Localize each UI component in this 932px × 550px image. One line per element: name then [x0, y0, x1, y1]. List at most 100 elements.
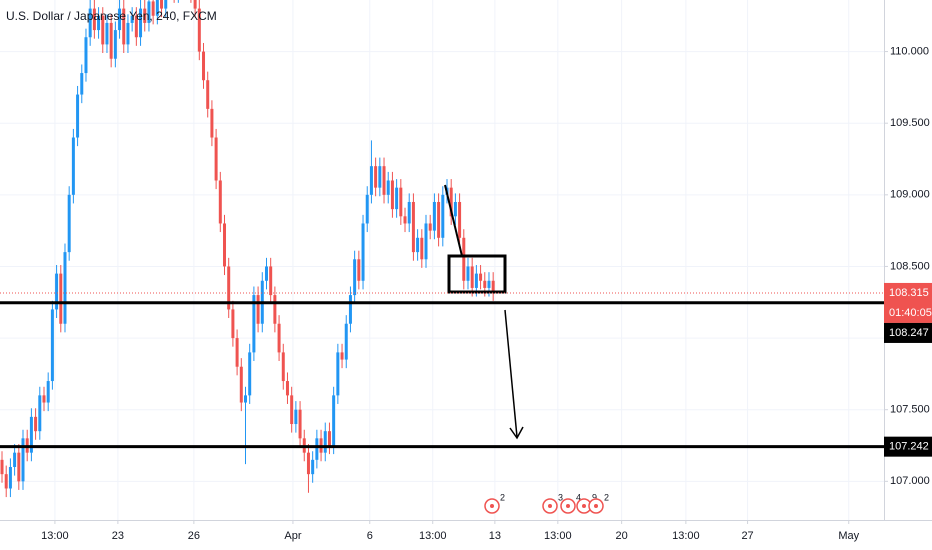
y-tick-label: 109.000 [890, 189, 930, 201]
candle-body [239, 366, 243, 403]
event-dot [490, 504, 494, 508]
candle-body [441, 194, 445, 238]
candle-body [193, 0, 197, 9]
candle-body [327, 431, 331, 446]
x-tick-label: 13:00 [41, 530, 69, 542]
candle-body [378, 166, 382, 188]
candle-body [428, 223, 432, 231]
candle-body [231, 309, 235, 339]
x-tick-label: 23 [112, 530, 124, 542]
candle-body [399, 187, 403, 217]
candle-body [432, 201, 436, 231]
candle-body [101, 15, 105, 45]
x-tick-label: 20 [616, 530, 628, 542]
candle-body [306, 452, 310, 475]
candle-body [67, 194, 71, 253]
event-count: 2 [500, 492, 505, 502]
candle-body [21, 438, 25, 482]
candle-body [248, 352, 252, 396]
candle-body [122, 8, 126, 45]
candle-body [395, 187, 399, 210]
candle-body [470, 266, 474, 288]
candle-body [97, 15, 101, 31]
candle-body [483, 280, 487, 288]
candle-body [298, 409, 302, 439]
candle-body [210, 108, 214, 138]
last-price-label: 108.315 [889, 287, 929, 299]
candle-body [256, 295, 260, 324]
candle-body [155, 0, 159, 16]
candle-body [151, 1, 155, 16]
candle-body [332, 395, 336, 446]
candle-body [437, 201, 441, 238]
candle-body [214, 137, 218, 181]
candle-body [252, 295, 256, 353]
x-tick-label: May [838, 530, 859, 542]
candle-body [369, 166, 373, 195]
event-dot [566, 504, 570, 508]
event-dot [582, 504, 586, 508]
candle-body [323, 431, 327, 453]
candle-body [361, 223, 365, 281]
event-dot [548, 504, 552, 508]
hline-price-box [884, 436, 932, 457]
candle-body [357, 259, 361, 281]
candle-body [160, 0, 164, 9]
candle-body [50, 309, 54, 382]
candle-body [340, 352, 344, 360]
x-tick-label: 13 [489, 530, 501, 542]
candle-body [139, 8, 143, 38]
candle-body [126, 22, 130, 45]
candle-body [63, 252, 67, 324]
candle-body [411, 201, 415, 253]
x-tick-label: 6 [367, 530, 373, 542]
candle-body [491, 280, 495, 293]
candle-body [13, 452, 17, 467]
candle-body [390, 180, 394, 210]
candle-body [197, 8, 201, 52]
candle-body [84, 37, 88, 74]
candle-body [17, 452, 21, 482]
rectangle-drawing [447, 254, 507, 294]
candle-body [113, 30, 117, 59]
candle-body [46, 381, 50, 403]
candle-body [374, 166, 378, 188]
candle-body [206, 80, 210, 109]
candle-body [479, 273, 483, 281]
hline-price-label: 107.242 [889, 441, 929, 453]
candle-body [223, 223, 227, 267]
overlay [444, 184, 524, 440]
candle-body [277, 323, 281, 353]
candle-body [416, 237, 420, 253]
candle-body [453, 201, 457, 217]
candle-body [458, 201, 462, 238]
candle-body [29, 416, 33, 453]
candle-body [285, 381, 289, 396]
candle-body [264, 266, 268, 281]
candle-body [311, 459, 315, 475]
candle-body [4, 474, 8, 489]
candle-body [118, 8, 122, 31]
last-price-box [884, 282, 932, 323]
candle-body [269, 266, 273, 296]
y-tick-label: 108.500 [890, 260, 930, 272]
candle-body [424, 223, 428, 260]
candle-body [403, 216, 407, 224]
x-tick-label: 13:00 [672, 530, 700, 542]
candle-body [92, 8, 96, 31]
y-tick-label: 109.500 [890, 117, 930, 129]
candle-body [315, 438, 319, 460]
candle-body [164, 0, 168, 9]
plot-area [0, 0, 884, 520]
event-count: 2 [604, 492, 609, 502]
candle-body [290, 395, 294, 425]
arrow-line [504, 309, 518, 438]
candle-body [420, 237, 424, 260]
candle-body [462, 237, 466, 281]
x-tick-label: 13:00 [544, 530, 572, 542]
candle-body [59, 273, 63, 324]
candle-body [109, 22, 113, 59]
candle-body [243, 395, 247, 403]
